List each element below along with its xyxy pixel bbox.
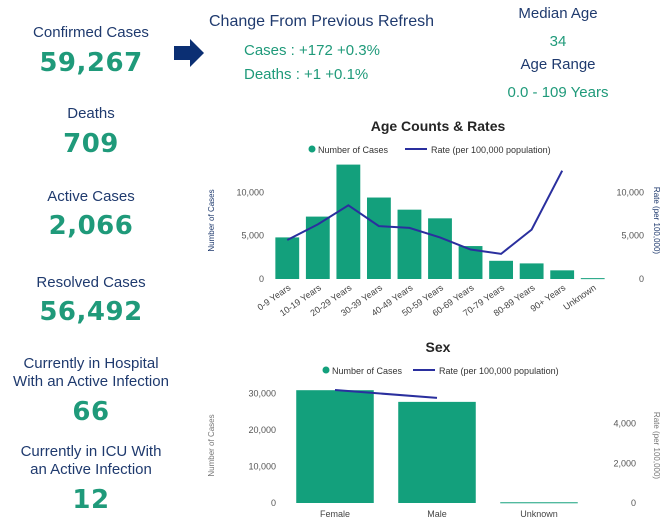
y2-tick-label: 2,000	[613, 458, 636, 468]
chart-title: Age Counts & Rates	[371, 118, 506, 134]
active-cases-label: Active Cases	[47, 188, 135, 205]
y2-tick-label: 0	[639, 274, 644, 284]
right-arrow-icon	[174, 39, 204, 67]
y-axis-title: Number of Cases	[207, 414, 216, 476]
change-cases: Cases : +172 +0.3%	[244, 42, 380, 59]
y2-axis-title: Rate (per 100,000)	[652, 412, 661, 479]
bar-cases	[550, 270, 575, 279]
legend-label-cases: Number of Cases	[318, 145, 389, 155]
sex-chart: Sex Number of Cases Rate (per 100,000 popu…	[207, 339, 661, 519]
median-age-value: 34	[549, 33, 567, 50]
legend-label-rate: Rate (per 100,000 population)	[431, 145, 551, 155]
median-age-label: Median Age	[518, 5, 598, 22]
x-tick-label: Female	[320, 509, 350, 519]
age-range-value: 0.0 - 109 Years	[507, 84, 609, 101]
x-tick-label: Male	[427, 509, 447, 519]
y2-tick-label: 0	[631, 498, 636, 508]
y-tick-label: 30,000	[248, 388, 276, 398]
y2-tick-label: 5,000	[621, 231, 644, 241]
bar-cases	[398, 401, 476, 503]
bar-cases	[428, 218, 452, 279]
deaths-value: 709	[63, 129, 119, 159]
legend-label-cases: Number of Cases	[332, 366, 403, 376]
resolved-cases-label: Resolved Cases	[36, 274, 146, 291]
y-axis-title: Number of Cases	[207, 189, 216, 251]
hospital-label-line1: Currently in Hospital	[23, 355, 159, 372]
bar-cases	[366, 197, 391, 279]
legend-marker-cases	[308, 145, 316, 153]
icu-label-line2: an Active Infection	[30, 461, 152, 478]
confirmed-cases-label: Confirmed Cases	[33, 24, 149, 41]
resolved-cases-value: 56,492	[39, 297, 143, 327]
icu-value: 12	[72, 485, 110, 515]
y2-tick-label: 4,000	[613, 419, 636, 429]
bar-cases	[489, 260, 514, 279]
y2-axis-title: Rate (per 100,000)	[652, 187, 661, 254]
rate-line	[334, 388, 438, 399]
hospital-label-line2: With an Active Infection	[13, 373, 169, 390]
deaths-label: Deaths	[67, 105, 115, 122]
change-title: Change From Previous Refresh	[209, 13, 434, 30]
y-tick-label: 0	[259, 274, 264, 284]
x-tick-label: Unknown	[561, 282, 597, 312]
x-tick-label: Unknown	[520, 509, 558, 519]
y-tick-label: 0	[271, 498, 276, 508]
legend-marker-cases	[322, 366, 330, 374]
active-cases-value: 2,066	[48, 211, 134, 241]
age-range-label: Age Range	[520, 56, 596, 73]
bar-cases	[336, 164, 361, 279]
bar-cases	[397, 209, 422, 279]
rate-line	[286, 170, 564, 255]
y-tick-label: 10,000	[236, 187, 264, 197]
bar-cases	[500, 502, 578, 504]
age-counts-rates-chart: Age Counts & Rates Number of Cases Rate (p…	[207, 118, 661, 318]
y-tick-label: 10,000	[248, 461, 276, 471]
y-tick-label: 20,000	[248, 425, 276, 435]
bar-cases	[305, 216, 330, 279]
bar-cases	[519, 263, 544, 279]
legend-label-rate: Rate (per 100,000 population)	[439, 366, 559, 376]
confirmed-cases-value: 59,267	[39, 48, 143, 78]
icu-label-line1: Currently in ICU With	[20, 443, 162, 460]
bar-cases	[458, 246, 483, 279]
bar-cases	[296, 390, 374, 503]
bar-cases	[275, 237, 300, 279]
x-tick-label: 90+ Years	[529, 282, 568, 314]
bar-cases	[580, 278, 605, 280]
change-deaths: Deaths : +1 +0.1%	[244, 66, 369, 83]
chart-title: Sex	[426, 339, 451, 355]
hospital-value: 66	[72, 397, 110, 427]
y-tick-label: 5,000	[241, 231, 264, 241]
y2-tick-label: 10,000	[616, 187, 644, 197]
